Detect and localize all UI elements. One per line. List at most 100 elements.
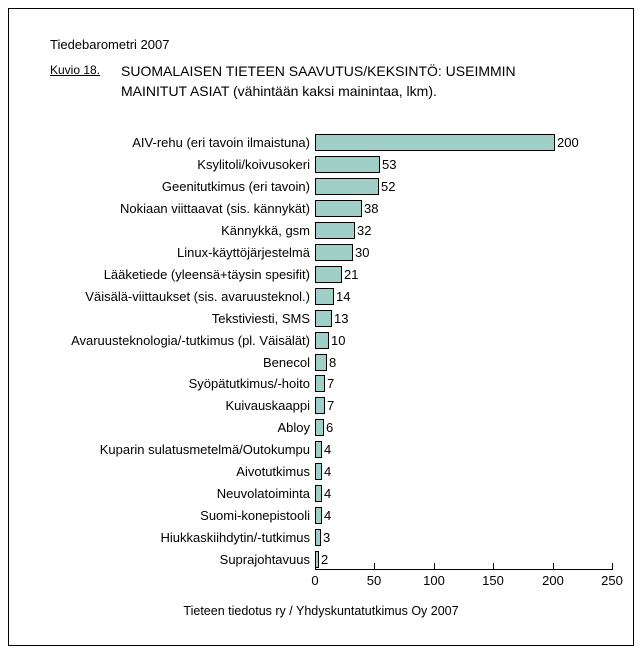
- bar-value-label: 32: [357, 223, 372, 238]
- bar-value-label: 10: [331, 333, 346, 348]
- category-label: Hiukkaskiihdytin/-tutkimus: [160, 530, 310, 545]
- x-axis-tick: [315, 563, 316, 569]
- bar-row: Kännykkä, gsm 32: [0, 222, 642, 240]
- bar-value-label: 6: [326, 420, 334, 435]
- bar-row: Neuvolatoiminta 4: [0, 485, 642, 503]
- bar-row: Suomi-konepistooli 4: [0, 507, 642, 525]
- bar: [315, 463, 322, 480]
- category-label: Lääketiede (yleensä+täysin spesifit): [103, 267, 310, 282]
- bar: [315, 507, 322, 524]
- category-label: Ksylitoli/koivusokeri: [197, 157, 310, 172]
- bar-value-label: 8: [329, 355, 337, 370]
- bar-value-label: 53: [382, 157, 397, 172]
- x-axis-tick: [434, 563, 435, 569]
- category-label: Suprajohtavuus: [219, 552, 310, 567]
- category-label: Nokiaan viittaavat (sis. kännykät): [119, 201, 310, 216]
- category-label: Geenitutkimus (eri tavoin): [161, 179, 310, 194]
- category-label: AIV-rehu (eri tavoin ilmaistuna): [132, 135, 310, 150]
- x-axis-tick-label: 200: [542, 573, 564, 588]
- bar: [315, 178, 379, 195]
- category-label: Suomi-konepistooli: [200, 508, 310, 523]
- chart-title: SUOMALAISEN TIETEEN SAAVUTUS/KEKSINTÖ: U…: [121, 61, 621, 101]
- bar: [315, 529, 321, 546]
- bar-row: Abloy 6: [0, 419, 642, 437]
- x-axis-tick: [493, 563, 494, 569]
- bar-row: Aivotutkimus 4: [0, 463, 642, 481]
- bar-row: Väisälä-viittaukset (sis. avaruusteknol.…: [0, 288, 642, 306]
- category-label: Kuparin sulatusmetelmä/Outokumpu: [99, 442, 310, 457]
- figure-number-label: Kuvio 18.: [50, 63, 101, 77]
- bar-value-label: 14: [336, 289, 351, 304]
- x-axis-tick: [553, 563, 554, 569]
- category-label: Abloy: [277, 420, 310, 435]
- category-label: Avaruusteknologia/-tutkimus (pl. Väisälä…: [71, 333, 310, 348]
- bar: [315, 200, 362, 217]
- bar-row: Linux-käyttöjärjestelmä 30: [0, 244, 642, 262]
- bar-row: Ksylitoli/koivusokeri 53: [0, 156, 642, 174]
- bar-row: Nokiaan viittaavat (sis. kännykät) 38: [0, 200, 642, 218]
- bar-value-label: 21: [344, 267, 359, 282]
- category-label: Aivotutkimus: [236, 464, 310, 479]
- bar: [315, 156, 380, 173]
- bar-value-label: 4: [324, 486, 332, 501]
- x-axis-tick-label: 150: [482, 573, 504, 588]
- bar-row: Lääketiede (yleensä+täysin spesifit) 21: [0, 266, 642, 284]
- bar-value-label: 38: [364, 201, 379, 216]
- bar: [315, 134, 555, 151]
- bar-row: Geenitutkimus (eri tavoin) 52: [0, 178, 642, 196]
- bar: [315, 551, 319, 568]
- category-label: Kännykkä, gsm: [221, 223, 310, 238]
- bar-value-label: 4: [324, 464, 332, 479]
- x-axis-tick-label: 250: [601, 573, 623, 588]
- bar: [315, 354, 327, 371]
- bar: [315, 397, 325, 414]
- bar-row: Syöpätutkimus/-hoito 7: [0, 375, 642, 393]
- chart-title-line1: SUOMALAISEN TIETEEN SAAVUTUS/KEKSINTÖ: U…: [121, 63, 516, 79]
- bar-value-label: 7: [327, 376, 335, 391]
- x-axis-tick-label: 100: [423, 573, 445, 588]
- bar-row: Kuivauskaappi 7: [0, 397, 642, 415]
- bar: [315, 222, 355, 239]
- category-label: Tekstiviesti, SMS: [211, 311, 310, 326]
- category-label: Väisälä-viittaukset (sis. avaruusteknol.…: [85, 289, 310, 304]
- bar: [315, 266, 342, 283]
- bar: [315, 419, 324, 436]
- bar: [315, 310, 332, 327]
- bar: [315, 485, 322, 502]
- bar-row: Suprajohtavuus 2: [0, 551, 642, 569]
- bar: [315, 332, 329, 349]
- category-label: Benecol: [263, 355, 310, 370]
- bar-value-label: 52: [381, 179, 396, 194]
- chart-title-line2: MAINITUT ASIAT (vähintään kaksi maininta…: [121, 83, 437, 99]
- bar-row: Benecol 8: [0, 354, 642, 372]
- category-label: Neuvolatoiminta: [216, 486, 310, 501]
- page-frame-border: [8, 8, 634, 646]
- bar: [315, 375, 325, 392]
- bar-value-label: 2: [321, 552, 329, 567]
- bar-row: AIV-rehu (eri tavoin ilmaistuna) 200: [0, 134, 642, 152]
- bar-row: Kuparin sulatusmetelmä/Outokumpu 4: [0, 441, 642, 459]
- bar: [315, 441, 322, 458]
- bar-row: Hiukkaskiihdytin/-tutkimus 3: [0, 529, 642, 547]
- bar-row: Avaruusteknologia/-tutkimus (pl. Väisälä…: [0, 332, 642, 350]
- x-axis-tick: [374, 563, 375, 569]
- bar: [315, 288, 334, 305]
- bar-value-label: 3: [323, 530, 331, 545]
- category-label: Linux-käyttöjärjestelmä: [177, 245, 310, 260]
- bar-value-label: 200: [557, 135, 579, 150]
- bar-value-label: 4: [324, 508, 332, 523]
- bar-value-label: 4: [324, 442, 332, 457]
- x-axis-tick: [612, 563, 613, 569]
- x-axis-tick-label: 0: [311, 573, 319, 588]
- x-axis-line: [315, 569, 613, 570]
- source-attribution: Tieteen tiedotus ry / Yhdyskuntatutkimus…: [183, 604, 459, 618]
- bar-row: Tekstiviesti, SMS 13: [0, 310, 642, 328]
- category-label: Syöpätutkimus/-hoito: [188, 376, 310, 391]
- x-axis-tick-label: 50: [366, 573, 382, 588]
- bar-value-label: 13: [334, 311, 349, 326]
- report-title: Tiedebarometri 2007: [50, 37, 170, 52]
- bar: [315, 244, 353, 261]
- category-label: Kuivauskaappi: [225, 398, 310, 413]
